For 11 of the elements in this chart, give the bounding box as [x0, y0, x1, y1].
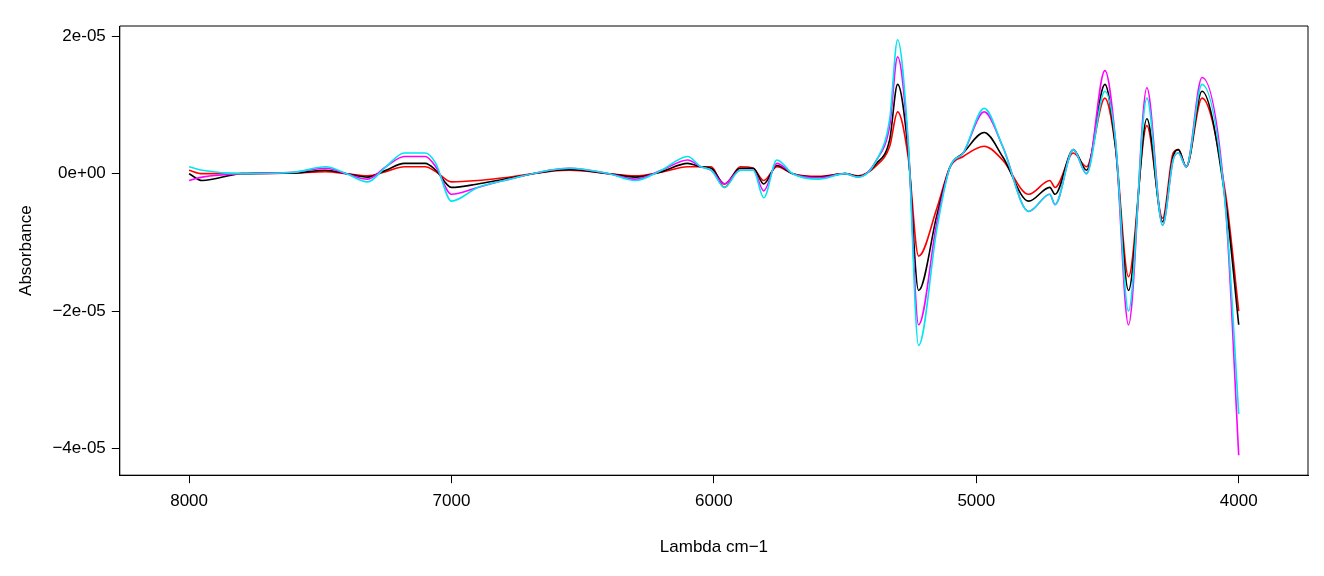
- y-tick-label: −4e-05: [52, 438, 106, 458]
- x-tick-label: 7000: [432, 491, 471, 511]
- y-tick-label: −2e-05: [52, 300, 106, 320]
- x-tick-label: 4000: [1219, 491, 1258, 511]
- y-tick-label: 2e-05: [62, 25, 106, 45]
- y-tick-label: 0e+00: [58, 163, 106, 183]
- y-axis-title: Absorbance: [15, 205, 35, 296]
- x-axis-title: Lambda cm−1: [659, 537, 769, 557]
- x-tick-label: 5000: [957, 491, 996, 511]
- x-tick-label: 6000: [694, 491, 733, 511]
- x-tick-label: 8000: [170, 491, 208, 511]
